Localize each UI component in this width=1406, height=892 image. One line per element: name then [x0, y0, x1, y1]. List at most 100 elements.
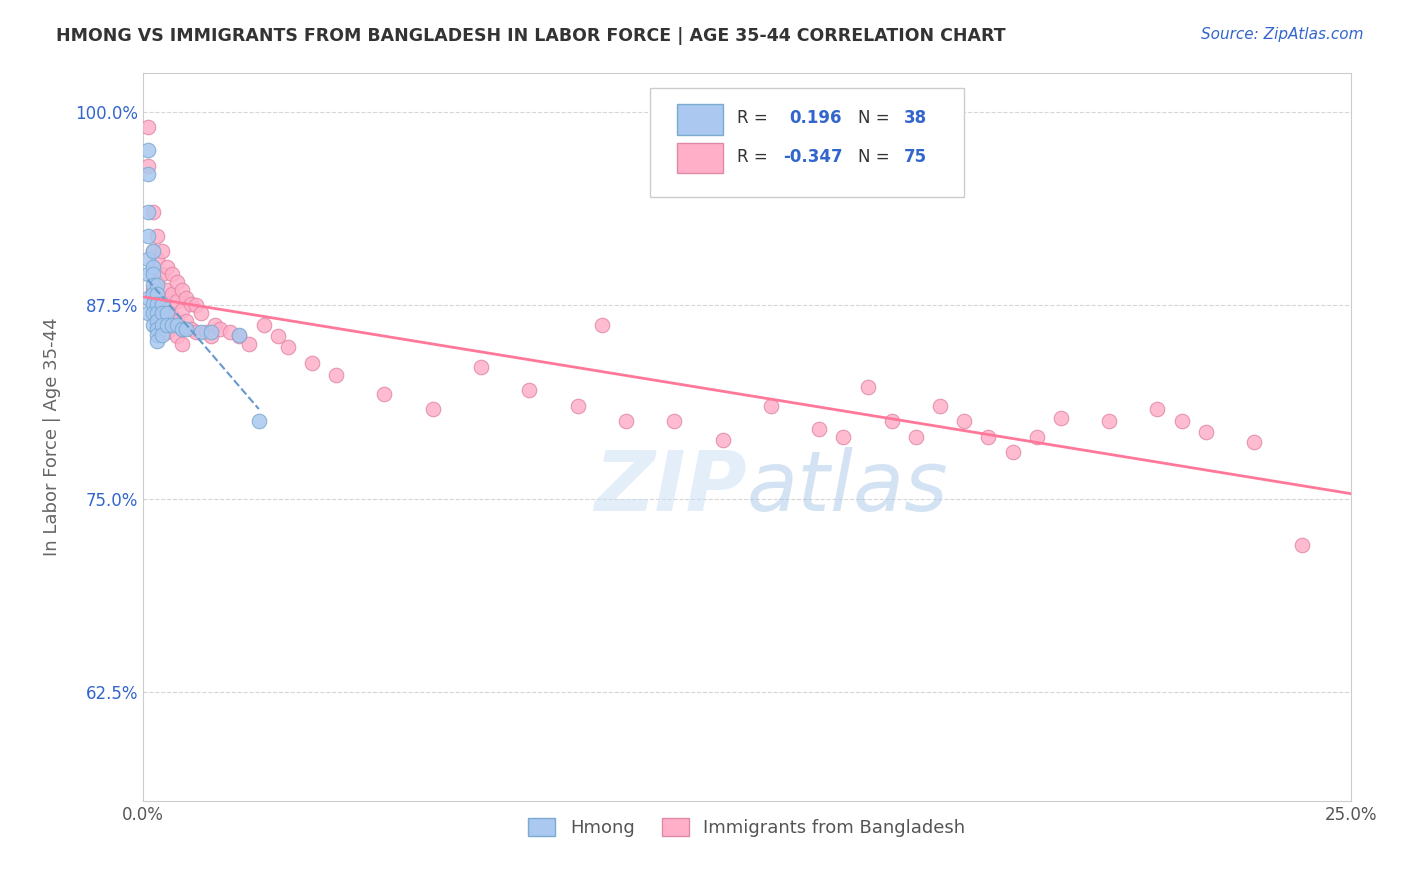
- Point: [166, 314, 188, 328]
- Point: [136, 306, 159, 320]
- Point: [204, 318, 226, 333]
- Point: [166, 318, 188, 333]
- Point: [184, 298, 207, 312]
- Point: [929, 399, 952, 413]
- Point: [156, 306, 179, 320]
- Point: [136, 120, 159, 135]
- Point: [166, 275, 188, 289]
- Point: [136, 205, 159, 219]
- Point: [146, 321, 169, 335]
- Point: [156, 318, 179, 333]
- Point: [150, 297, 173, 311]
- FancyBboxPatch shape: [650, 87, 965, 197]
- Point: [247, 414, 270, 428]
- Text: N =: N =: [858, 148, 890, 167]
- Text: atlas: atlas: [747, 448, 949, 528]
- Point: [880, 414, 903, 428]
- Point: [953, 414, 976, 428]
- Text: 75: 75: [904, 148, 927, 167]
- Point: [150, 268, 173, 282]
- Point: [136, 268, 159, 282]
- Text: R =: R =: [737, 109, 768, 128]
- Point: [160, 287, 183, 301]
- Point: [808, 422, 831, 436]
- Point: [1098, 414, 1121, 428]
- Text: R =: R =: [737, 148, 768, 167]
- Point: [977, 430, 1000, 444]
- Point: [253, 318, 276, 333]
- Point: [150, 306, 173, 320]
- Point: [156, 325, 179, 339]
- Point: [218, 325, 240, 339]
- Point: [136, 252, 159, 266]
- Y-axis label: In Labor Force | Age 35-44: In Labor Force | Age 35-44: [44, 318, 60, 557]
- Point: [832, 430, 855, 444]
- Point: [166, 329, 188, 343]
- Point: [209, 321, 232, 335]
- Point: [136, 167, 159, 181]
- Point: [759, 399, 782, 413]
- Point: [277, 340, 299, 354]
- FancyBboxPatch shape: [676, 143, 723, 173]
- Point: [1025, 430, 1047, 444]
- Point: [146, 314, 169, 328]
- Text: ZIP: ZIP: [595, 448, 747, 528]
- Point: [141, 268, 163, 282]
- Point: [267, 329, 290, 343]
- Point: [141, 278, 163, 293]
- Point: [301, 355, 323, 369]
- Point: [146, 298, 169, 312]
- Point: [170, 302, 193, 317]
- Point: [170, 321, 193, 335]
- Point: [470, 360, 492, 375]
- Point: [146, 275, 169, 289]
- Point: [150, 244, 173, 258]
- Point: [711, 433, 734, 447]
- Point: [1146, 402, 1168, 417]
- Point: [1049, 411, 1071, 425]
- Text: HMONG VS IMMIGRANTS FROM BANGLADESH IN LABOR FORCE | AGE 35-44 CORRELATION CHART: HMONG VS IMMIGRANTS FROM BANGLADESH IN L…: [56, 27, 1005, 45]
- Point: [184, 325, 207, 339]
- Point: [141, 318, 163, 333]
- Point: [519, 384, 541, 398]
- Point: [176, 321, 198, 335]
- Point: [160, 268, 183, 282]
- Point: [160, 318, 183, 333]
- Point: [664, 414, 686, 428]
- Point: [141, 205, 163, 219]
- Point: [146, 327, 169, 342]
- Point: [146, 228, 169, 243]
- Point: [146, 334, 169, 348]
- Point: [1291, 538, 1313, 552]
- Point: [146, 306, 169, 320]
- Point: [136, 159, 159, 173]
- Point: [228, 329, 250, 343]
- FancyBboxPatch shape: [676, 104, 723, 135]
- Point: [180, 297, 202, 311]
- Legend: Hmong, Immigrants from Bangladesh: Hmong, Immigrants from Bangladesh: [522, 811, 973, 844]
- Point: [136, 291, 159, 305]
- Point: [180, 321, 202, 335]
- Point: [141, 287, 163, 301]
- Point: [150, 291, 173, 305]
- Point: [150, 318, 173, 333]
- Point: [156, 306, 179, 320]
- Point: [141, 306, 163, 320]
- Text: 38: 38: [904, 109, 927, 128]
- Point: [170, 321, 193, 335]
- Point: [141, 297, 163, 311]
- Point: [422, 402, 444, 417]
- Point: [200, 329, 222, 343]
- Point: [1001, 445, 1024, 459]
- Point: [146, 297, 169, 311]
- Point: [1195, 425, 1218, 440]
- Point: [146, 278, 169, 293]
- Point: [190, 306, 212, 320]
- Point: [170, 283, 193, 297]
- Point: [146, 252, 169, 266]
- Point: [176, 291, 198, 305]
- Point: [141, 283, 163, 297]
- Text: N =: N =: [858, 109, 890, 128]
- Point: [190, 325, 212, 339]
- Point: [856, 380, 879, 394]
